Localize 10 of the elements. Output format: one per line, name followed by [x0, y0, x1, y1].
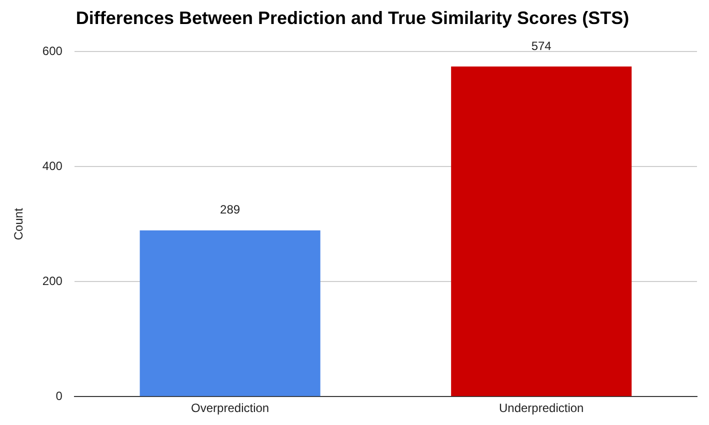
y-tick-label: 600 — [42, 44, 63, 58]
data-label: 289 — [220, 202, 240, 217]
x-tick-label: Overprediction — [191, 401, 270, 416]
y-tick-label: 200 — [42, 274, 63, 288]
x-tick-label: Underprediction — [498, 401, 584, 416]
y-tick-label: 0 — [56, 388, 63, 403]
data-label: 574 — [531, 38, 552, 53]
y-tick-label: 400 — [42, 158, 63, 173]
y-axis-title: Count — [12, 207, 26, 240]
chart-title: Differences Between Prediction and True Similarity Scores (STS) — [76, 8, 630, 28]
